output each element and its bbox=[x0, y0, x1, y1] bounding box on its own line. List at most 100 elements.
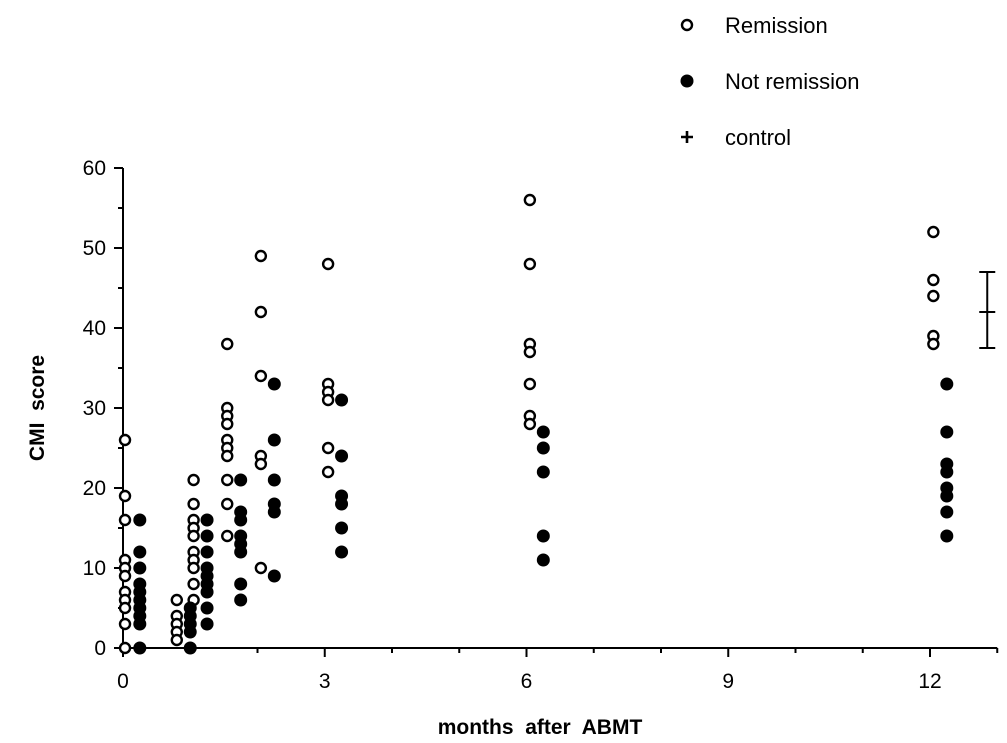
not-remission-point bbox=[200, 513, 214, 527]
remission-point bbox=[523, 193, 537, 207]
remission-point bbox=[321, 441, 335, 455]
axes: 0 10 20 30 40 50 60 0 3 6 9 12 bbox=[83, 157, 999, 693]
x-tick-label: 3 bbox=[319, 670, 331, 693]
not-remission-point bbox=[183, 641, 197, 655]
not-remission-point bbox=[940, 377, 954, 391]
not-remission-point bbox=[335, 497, 349, 511]
legend-not-remission-marker bbox=[680, 74, 694, 88]
not-remission-point bbox=[536, 465, 550, 479]
remission-point bbox=[254, 249, 268, 263]
remission-point bbox=[118, 601, 132, 615]
not-remission-point bbox=[536, 441, 550, 455]
remission-point bbox=[927, 225, 940, 239]
not-remission-point bbox=[133, 617, 147, 631]
remission-point bbox=[221, 417, 234, 431]
not-remission-point bbox=[234, 593, 248, 607]
x-axis-title: months after ABMT bbox=[438, 716, 643, 739]
not-remission-point bbox=[133, 641, 147, 655]
not-remission-point bbox=[335, 545, 349, 559]
not-remission-point bbox=[940, 505, 954, 519]
remission-point bbox=[170, 593, 184, 607]
x-tick-label: 12 bbox=[918, 670, 941, 693]
remission-point bbox=[221, 473, 234, 487]
remission-point bbox=[523, 417, 537, 431]
y-tick-label: 40 bbox=[83, 317, 106, 340]
remission-point bbox=[187, 473, 200, 487]
y-tick-label: 0 bbox=[94, 637, 106, 660]
legend: Remission Not remission control bbox=[680, 13, 859, 150]
remission-point bbox=[321, 393, 335, 407]
not-remission-point bbox=[940, 529, 954, 543]
remission-point bbox=[170, 633, 184, 647]
remission-point bbox=[927, 337, 940, 351]
not-remission-point bbox=[335, 521, 349, 535]
remission-point bbox=[221, 337, 234, 351]
not-remission-point bbox=[183, 625, 197, 639]
legend-remission-label: Remission bbox=[725, 13, 828, 38]
remission-point bbox=[118, 569, 132, 583]
data-points bbox=[118, 193, 996, 655]
remission-point bbox=[254, 305, 268, 319]
legend-not-remission-label: Not remission bbox=[725, 69, 859, 94]
not-remission-point bbox=[200, 585, 214, 599]
y-tick-label: 60 bbox=[83, 157, 106, 180]
not-remission-point bbox=[335, 449, 349, 463]
legend-control-marker bbox=[681, 131, 693, 143]
remission-point bbox=[187, 561, 200, 575]
remission-point bbox=[523, 257, 537, 271]
x-tick-label: 9 bbox=[722, 670, 734, 693]
legend-remission-marker bbox=[680, 18, 694, 32]
not-remission-point bbox=[940, 465, 954, 479]
remission-point bbox=[221, 449, 234, 463]
remission-point bbox=[927, 273, 940, 287]
not-remission-point bbox=[200, 617, 214, 631]
not-remission-point bbox=[133, 545, 147, 559]
y-tick-label: 10 bbox=[83, 557, 106, 580]
not-remission-point bbox=[267, 473, 281, 487]
not-remission-point bbox=[335, 393, 349, 407]
not-remission-point bbox=[133, 561, 147, 575]
not-remission-point bbox=[234, 545, 248, 559]
not-remission-point bbox=[133, 513, 147, 527]
remission-point bbox=[321, 257, 335, 271]
y-axis-title: CMI score bbox=[26, 355, 49, 461]
remission-point bbox=[118, 641, 132, 655]
x-tick-label: 6 bbox=[521, 670, 533, 693]
remission-point bbox=[927, 289, 940, 303]
remission-point bbox=[118, 513, 132, 527]
remission-point bbox=[254, 457, 268, 471]
y-tick-label: 50 bbox=[83, 237, 106, 260]
y-tick-label: 20 bbox=[83, 477, 106, 500]
remission-point bbox=[118, 617, 132, 631]
y-tick-label: 30 bbox=[83, 397, 106, 420]
not-remission-point bbox=[267, 433, 281, 447]
not-remission-point bbox=[200, 529, 214, 543]
remission-point bbox=[118, 433, 132, 447]
remission-point bbox=[187, 577, 200, 591]
not-remission-point bbox=[267, 377, 281, 391]
not-remission-point bbox=[536, 529, 550, 543]
not-remission-point bbox=[536, 553, 550, 567]
remission-point bbox=[221, 529, 234, 543]
remission-point bbox=[254, 369, 268, 383]
not-remission-point bbox=[200, 601, 214, 615]
remission-point bbox=[523, 377, 537, 391]
not-remission-point bbox=[267, 569, 281, 583]
remission-point bbox=[118, 489, 132, 503]
remission-point bbox=[187, 497, 200, 511]
not-remission-point bbox=[234, 513, 248, 527]
not-remission-point bbox=[234, 473, 248, 487]
not-remission-point bbox=[200, 545, 214, 559]
remission-point bbox=[321, 465, 335, 479]
not-remission-point bbox=[234, 577, 248, 591]
remission-point bbox=[187, 529, 200, 543]
x-tick-label: 0 bbox=[117, 670, 129, 693]
not-remission-point bbox=[940, 425, 954, 439]
not-remission-point bbox=[940, 489, 954, 503]
not-remission-point bbox=[267, 505, 281, 519]
remission-point bbox=[523, 345, 537, 359]
not-remission-point bbox=[536, 425, 550, 439]
remission-point bbox=[221, 497, 234, 511]
legend-control-label: control bbox=[725, 125, 791, 150]
